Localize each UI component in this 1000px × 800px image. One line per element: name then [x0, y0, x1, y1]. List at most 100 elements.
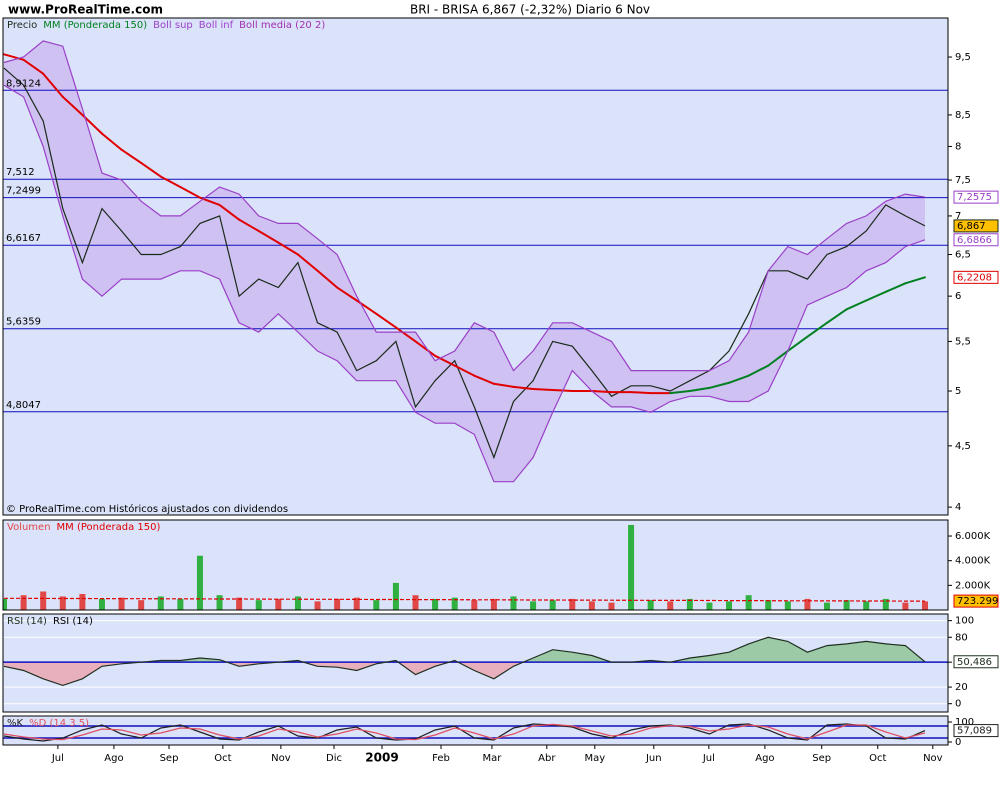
volume-bar	[647, 600, 654, 610]
x-tick-label: Ago	[755, 753, 774, 764]
volume-bar	[40, 591, 47, 610]
volume-bar	[706, 602, 713, 610]
moving-average-segment	[767, 349, 789, 367]
bollinger-band-fill	[4, 40, 925, 482]
volume-bar	[353, 597, 360, 610]
volume-bar	[530, 601, 537, 610]
volume-bar	[98, 598, 105, 610]
moving-average-segment	[532, 387, 554, 391]
moving-average-segment	[590, 390, 613, 394]
last-value-label: 57,089	[957, 726, 992, 737]
last-value-box	[953, 655, 999, 669]
plot-area	[3, 620, 948, 705]
legend-entry: Precio	[7, 20, 37, 31]
series-line	[4, 597, 925, 602]
moving-average-segment	[296, 253, 319, 272]
moving-average-segment	[100, 132, 123, 151]
plot-area	[3, 723, 948, 742]
y-tick-label: 6,5	[955, 250, 971, 261]
volume-bar	[294, 596, 301, 610]
volume-bar	[804, 598, 811, 610]
x-tick-label: 2009	[365, 751, 398, 765]
series-line	[3, 40, 926, 372]
moving-average-segment	[453, 364, 476, 377]
last-value-box	[953, 190, 999, 204]
moving-average-segment	[316, 269, 339, 289]
chart-title: BRI - BRISA 6,867 (-2,32%) Diario 6 Nov	[410, 3, 650, 17]
series-line	[3, 67, 926, 460]
x-tick-label: May	[584, 753, 605, 764]
volume-bar	[726, 601, 733, 610]
last-value-box	[953, 270, 999, 284]
volume-bar	[588, 601, 595, 610]
series-line	[3, 636, 926, 687]
legend-note: Boll media (20 2)	[239, 20, 325, 31]
moving-average-segment	[630, 391, 652, 395]
volume-bar	[392, 582, 399, 610]
moving-average-segment	[257, 230, 280, 244]
panel-border	[2, 715, 949, 746]
y-tick-label: 2.000K	[955, 580, 991, 591]
x-tick-label: Oct	[214, 753, 231, 764]
volume-bar	[510, 596, 517, 610]
last-value-box	[953, 594, 999, 608]
volume-bar	[20, 595, 27, 610]
legend-entry: %K	[7, 718, 24, 729]
legend-entry: Boll inf	[199, 20, 234, 31]
level-label: 4,8047	[6, 400, 41, 411]
y-tick-label: 9,5	[955, 52, 971, 63]
volume-bar	[373, 600, 380, 610]
x-tick-label: Nov	[271, 753, 291, 764]
volume-bar	[451, 597, 458, 610]
volume-bar	[3, 598, 7, 610]
volume-bar	[686, 598, 693, 610]
moving-average-segment	[806, 321, 829, 338]
moving-average-segment	[826, 308, 848, 324]
moving-average-segment	[845, 299, 868, 311]
volume-bar	[118, 597, 125, 610]
y-tick-label: 0	[955, 737, 961, 748]
moving-average-segment	[786, 335, 809, 352]
x-tick-label: Jun	[645, 753, 662, 764]
x-tick-label: Dic	[326, 753, 342, 764]
legend-entry: %D (14 3 5)	[29, 718, 89, 729]
x-tick-label: Jul	[51, 753, 64, 764]
volume-bar	[882, 598, 889, 610]
volume-bar	[79, 593, 86, 610]
volume-bar	[412, 595, 419, 610]
moving-average-segment	[473, 374, 495, 385]
moving-average-segment	[140, 161, 162, 178]
y-tick-label: 0	[955, 699, 961, 710]
plot-area	[3, 524, 928, 610]
level-label: 5,6359	[6, 317, 41, 328]
moving-average-segment	[669, 390, 691, 395]
moving-average-segment	[3, 53, 25, 61]
x-tick-label: Oct	[869, 753, 886, 764]
x-tick-label: Mar	[482, 753, 502, 764]
volume-bar	[177, 598, 184, 610]
moving-average-segment	[728, 374, 750, 384]
moving-average-segment	[865, 290, 887, 302]
volume-bar	[784, 601, 791, 610]
legend-entry: Volumen	[7, 522, 51, 533]
y-tick-label: 5	[955, 386, 961, 397]
volume-bar	[471, 600, 478, 610]
volume-bar	[765, 600, 772, 610]
panel-border	[2, 17, 949, 516]
volume-bar	[843, 600, 850, 610]
moving-average-segment	[414, 340, 437, 357]
last-value-label: 7,2575	[957, 192, 992, 203]
y-tick-label: 6	[955, 291, 961, 302]
y-tick-label: 5,5	[955, 336, 971, 347]
legend-entry: MM (Ponderada 150)	[43, 20, 147, 31]
y-tick-label: 4.000K	[955, 556, 991, 567]
site-name: www.ProRealTime.com	[8, 3, 163, 17]
volume-bar	[216, 595, 223, 610]
volume-bar	[824, 602, 831, 610]
last-value-box	[953, 219, 999, 233]
volume-bar	[608, 602, 615, 610]
volume-bar	[549, 600, 556, 610]
moving-average-segment	[375, 312, 397, 329]
y-tick-label: 8,5	[955, 110, 971, 121]
